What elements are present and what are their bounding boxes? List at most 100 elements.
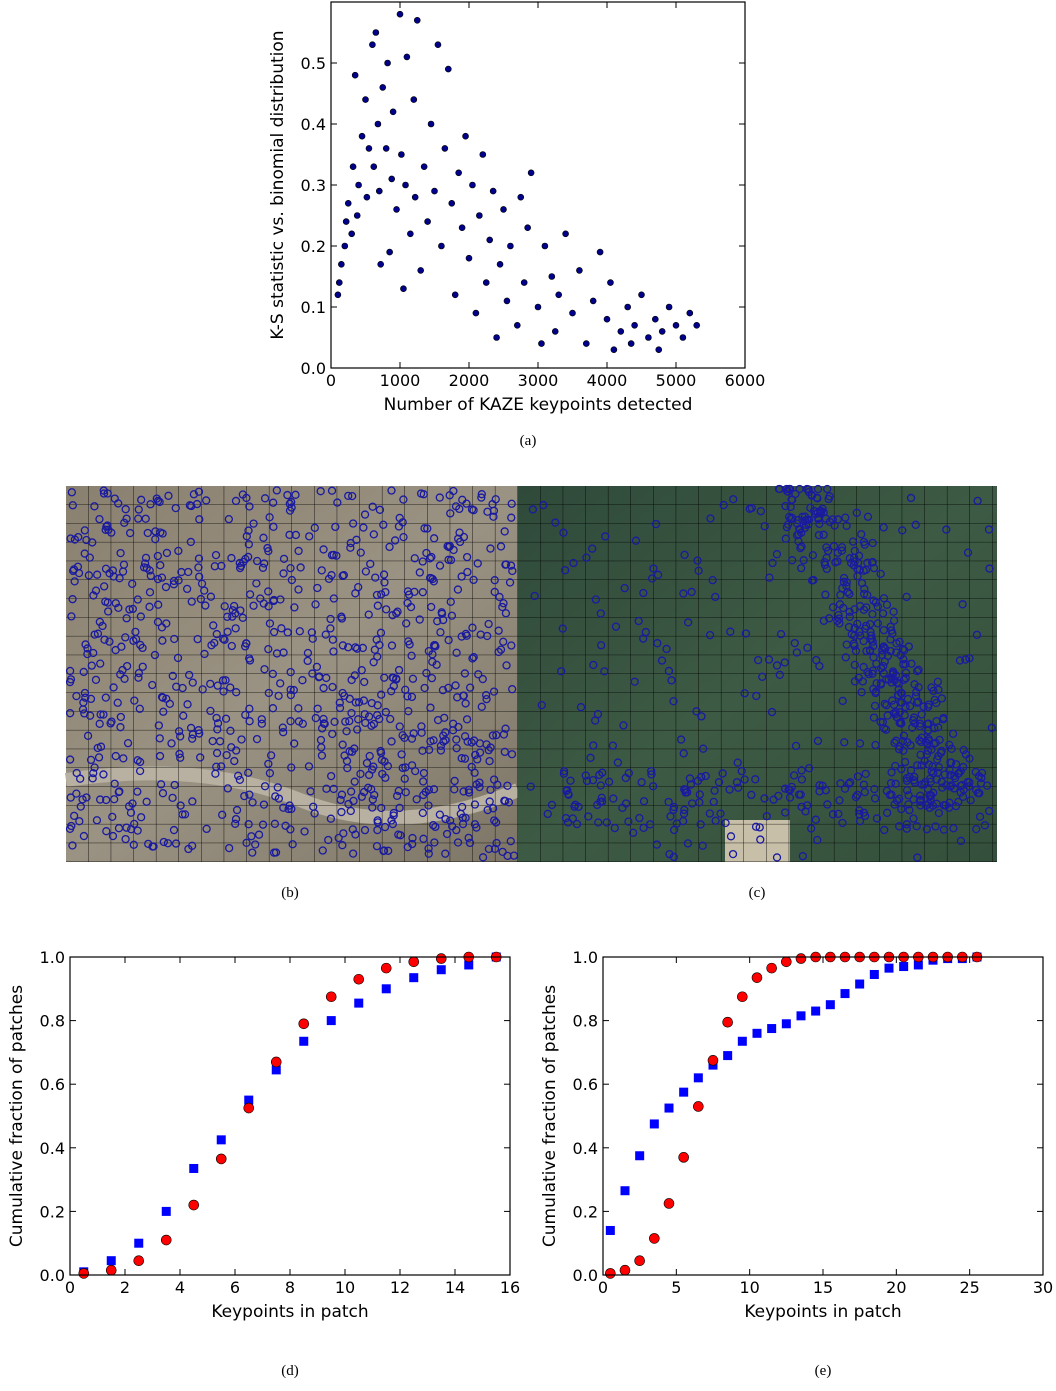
- keypoint-marker: [357, 792, 366, 801]
- keypoint-marker: [419, 777, 428, 786]
- keypoint-marker: [767, 707, 777, 717]
- keypoint-marker: [90, 502, 99, 511]
- keypoint-marker: [470, 800, 480, 809]
- keypoint-marker: [820, 560, 830, 569]
- keypoint-marker: [211, 769, 220, 778]
- keypoint-marker: [869, 713, 879, 722]
- keypoint-marker: [902, 776, 912, 785]
- point: [379, 84, 387, 91]
- keypoint-marker: [491, 818, 501, 827]
- keypoint-marker: [96, 659, 105, 668]
- keypoint-marker: [424, 801, 433, 810]
- keypoint-marker: [218, 676, 228, 685]
- keypoint-marker: [353, 725, 362, 734]
- keypoint-marker: [899, 655, 908, 664]
- keypoint-marker: [662, 644, 671, 654]
- keypoint-marker: [206, 706, 215, 716]
- keypoint-marker: [822, 564, 831, 574]
- keypoint-marker: [483, 507, 492, 516]
- keypoint-marker: [70, 535, 80, 544]
- keypoint-marker: [140, 559, 150, 568]
- y-tick-label: 0.1: [301, 298, 326, 317]
- keypoint-marker: [877, 650, 887, 660]
- keypoint-marker: [88, 774, 97, 783]
- keypoint-marker: [891, 671, 901, 680]
- keypoint-marker: [842, 578, 851, 587]
- keypoint-marker: [647, 574, 657, 583]
- keypoint-marker: [692, 707, 701, 716]
- keypoint-marker: [887, 790, 896, 799]
- keypoint-marker: [352, 644, 362, 653]
- keypoint-marker: [965, 654, 974, 663]
- point: [722, 1016, 733, 1028]
- keypoint-marker: [648, 782, 658, 791]
- keypoint-marker: [815, 519, 824, 529]
- keypoint-marker: [860, 787, 869, 797]
- keypoint-marker: [861, 621, 871, 631]
- keypoint-marker: [551, 518, 560, 527]
- keypoint-marker: [985, 564, 994, 573]
- keypoint-marker: [400, 774, 409, 783]
- keypoint-marker: [245, 790, 254, 799]
- keypoint-marker: [95, 514, 104, 524]
- keypoint-marker: [174, 727, 184, 736]
- y-tick-label: 0.6: [573, 1075, 598, 1094]
- keypoint-marker: [725, 785, 734, 794]
- keypoint-marker: [129, 636, 138, 645]
- keypoint-marker: [477, 702, 486, 711]
- keypoint-marker: [909, 713, 919, 722]
- keypoint-marker: [259, 800, 269, 809]
- keypoint-marker: [851, 646, 861, 656]
- point: [342, 218, 350, 225]
- keypoint-marker: [456, 809, 465, 819]
- keypoint-marker: [218, 810, 227, 819]
- keypoint-marker: [760, 794, 769, 803]
- keypoint-marker: [157, 692, 167, 702]
- keypoint-marker: [392, 791, 402, 801]
- keypoint-marker: [348, 849, 358, 858]
- keypoint-marker: [876, 569, 885, 578]
- keypoint-marker: [420, 524, 429, 533]
- keypoint-marker: [752, 691, 761, 701]
- point: [362, 96, 369, 103]
- keypoint-marker: [597, 641, 606, 650]
- keypoint-marker: [72, 691, 81, 701]
- keypoint-marker: [247, 832, 256, 841]
- keypoint-marker: [403, 692, 412, 701]
- keypoint-marker: [751, 822, 761, 831]
- point: [596, 248, 604, 256]
- keypoint-marker: [951, 760, 961, 769]
- keypoint-marker: [338, 641, 348, 650]
- keypoint-marker: [373, 601, 383, 610]
- keypoint-marker: [403, 598, 412, 608]
- keypoint-marker: [813, 484, 823, 494]
- keypoint-marker: [880, 724, 889, 733]
- keypoint-marker: [444, 555, 453, 564]
- keypoint-marker: [973, 788, 983, 798]
- y-tick-label: 0.8: [40, 1012, 65, 1031]
- keypoint-marker: [814, 530, 824, 540]
- keypoint-marker: [151, 527, 160, 536]
- y-tick-label: 0.3: [301, 176, 326, 195]
- keypoint-marker: [276, 679, 285, 688]
- keypoint-marker: [229, 601, 239, 611]
- point: [398, 151, 405, 158]
- point: [678, 1152, 689, 1163]
- keypoint-marker: [916, 791, 925, 800]
- keypoint-marker: [392, 674, 401, 683]
- keypoint-marker: [198, 685, 207, 694]
- keypoint-marker: [822, 543, 831, 552]
- keypoint-marker: [559, 767, 569, 776]
- keypoint-marker: [637, 778, 646, 787]
- keypoint-marker: [680, 805, 689, 815]
- keypoint-marker: [156, 780, 166, 789]
- keypoint-marker: [840, 784, 850, 793]
- keypoint-marker: [419, 834, 428, 843]
- keypoint-marker: [102, 827, 111, 836]
- keypoint-marker: [211, 550, 221, 560]
- keypoint-marker: [328, 682, 337, 692]
- keypoint-marker: [772, 661, 782, 670]
- point: [396, 10, 404, 18]
- keypoint-marker: [227, 553, 236, 563]
- keypoint-marker: [397, 750, 406, 759]
